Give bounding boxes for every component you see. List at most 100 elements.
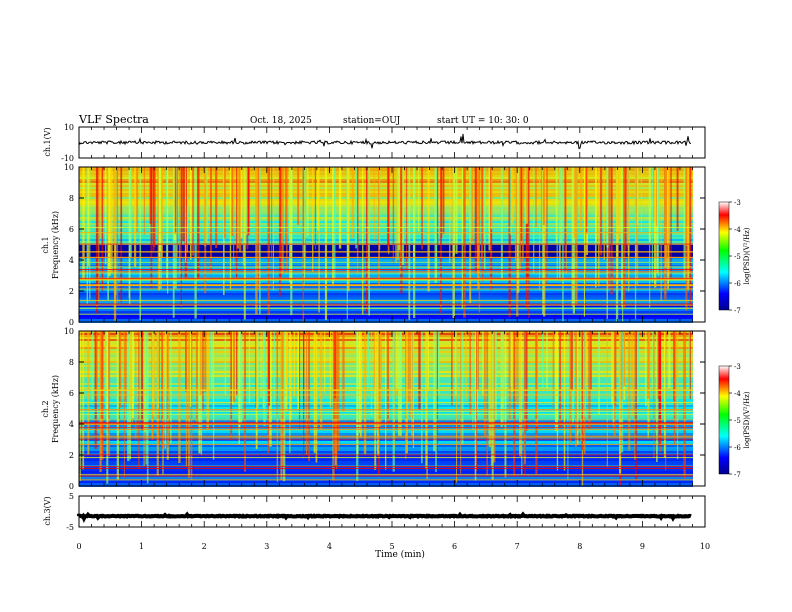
- sferic-column: [660, 167, 662, 301]
- ytick-label: -10: [61, 154, 74, 163]
- colorbar-label: log(PSD)(V²/Hz): [743, 391, 751, 448]
- narrowband-line: [79, 443, 693, 445]
- sferic-column: [165, 331, 168, 391]
- sferic-column: [575, 167, 578, 305]
- sferic-column: [472, 331, 474, 431]
- sferic-column: [435, 167, 438, 277]
- sferic-column: [533, 167, 535, 274]
- frequency-band: [79, 469, 693, 471]
- sferic-column: [182, 167, 185, 242]
- sferic-column: [504, 331, 507, 478]
- frequency-band: [79, 471, 693, 473]
- ytick-label: 4: [69, 256, 74, 265]
- sferic-column: [318, 167, 320, 313]
- frequency-band: [79, 299, 693, 301]
- frequency-band: [79, 177, 693, 179]
- narrowband-line: [79, 285, 693, 287]
- sferic-column: [573, 167, 576, 238]
- narrowband-line: [79, 251, 693, 253]
- sferic-column: [240, 167, 243, 238]
- sferic-column: [418, 331, 421, 410]
- sferic-column: [469, 331, 471, 415]
- sferic-column: [273, 331, 275, 405]
- sferic-column: [689, 167, 692, 310]
- y-axis-label: ch.1(V): [43, 127, 52, 156]
- sferic-column: [307, 167, 309, 237]
- sferic-column: [648, 331, 651, 431]
- frequency-band: [79, 315, 693, 317]
- colorbar-ch2: [718, 365, 730, 475]
- frequency-band: [79, 235, 693, 237]
- sferic-column: [211, 331, 213, 392]
- sferic-column: [676, 167, 679, 231]
- sferic-column: [508, 331, 511, 420]
- frequency-band: [79, 221, 693, 223]
- sferic-column: [110, 167, 113, 274]
- sferic-column: [658, 331, 662, 424]
- sferic-column: [178, 331, 181, 463]
- xtick-label: 8: [577, 542, 582, 551]
- sferic-column: [312, 167, 314, 272]
- sferic-column: [684, 331, 686, 430]
- colorbar-tick-label: -3: [734, 199, 741, 207]
- sferic-column: [648, 167, 651, 242]
- sferic-column: [359, 331, 362, 438]
- sferic-column: [132, 331, 135, 418]
- frequency-band: [79, 293, 693, 295]
- frequency-band: [79, 203, 693, 205]
- sferic-column: [190, 331, 192, 407]
- narrowband-line: [79, 303, 693, 305]
- sferic-column: [278, 167, 281, 297]
- ytick-label: 8: [69, 358, 74, 367]
- sferic-column: [153, 167, 156, 247]
- sferic-column: [442, 167, 445, 234]
- colorbar-tick-label: -6: [734, 280, 741, 288]
- frequency-band: [79, 273, 693, 275]
- sferic-column: [198, 331, 201, 454]
- sferic-column: [584, 331, 588, 387]
- sferic-column: [91, 331, 94, 401]
- frequency-band: [79, 199, 693, 201]
- sferic-column: [129, 331, 132, 406]
- frequency-band: [79, 289, 693, 291]
- sferic-column: [127, 331, 130, 462]
- sferic-column: [204, 331, 207, 393]
- sferic-column: [449, 167, 451, 263]
- ytick-label: 2: [69, 287, 74, 296]
- narrowband-line: [79, 271, 693, 273]
- sferic-column: [190, 331, 193, 480]
- colorbar-tick-label: -4: [734, 226, 741, 234]
- header-start-time: start UT = 10: 30: 0: [437, 116, 529, 126]
- sferic-column: [285, 167, 287, 246]
- sferic-column: [490, 167, 493, 230]
- sferic-column: [281, 331, 284, 466]
- sferic-column: [636, 167, 639, 285]
- ytick-label: 10: [64, 123, 74, 132]
- frequency-band: [79, 185, 693, 187]
- sferic-column: [263, 331, 266, 426]
- y-axis-label: ch.3(V): [43, 496, 52, 525]
- sferic-column: [651, 167, 654, 283]
- sferic-column: [585, 167, 587, 285]
- sferic-column: [474, 167, 477, 274]
- sferic-column: [621, 331, 624, 453]
- narrowband-line: [79, 278, 693, 280]
- sferic-column: [571, 167, 574, 307]
- narrowband-line: [79, 427, 693, 429]
- sferic-column: [297, 167, 300, 225]
- sferic-column: [426, 331, 428, 479]
- sferic-column: [455, 167, 458, 254]
- sferic-column: [577, 331, 579, 445]
- sferic-column: [572, 167, 575, 314]
- sferic-column: [406, 167, 408, 270]
- sferic-column: [123, 331, 125, 478]
- sferic-column: [689, 331, 691, 400]
- x-axis-label: Time (min): [375, 549, 425, 560]
- frequency-band: [79, 291, 693, 293]
- sferic-column: [413, 167, 416, 262]
- sferic-column: [280, 331, 283, 481]
- sferic-column: [259, 167, 261, 315]
- sferic-column: [119, 331, 122, 408]
- sferic-column: [178, 167, 181, 277]
